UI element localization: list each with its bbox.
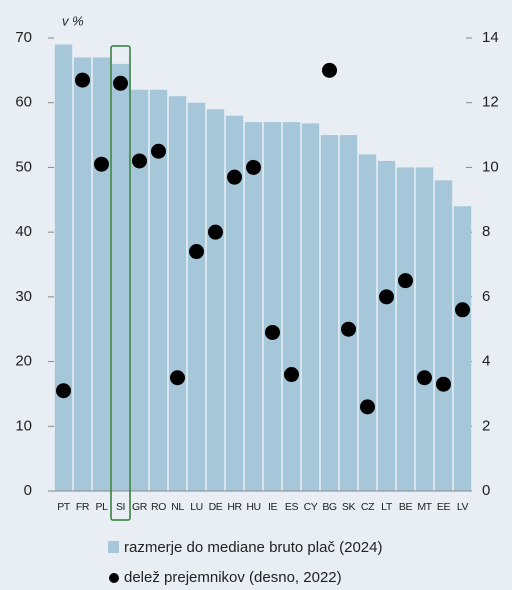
y-tick-label: 60 xyxy=(15,94,32,111)
dot xyxy=(246,159,261,175)
bar xyxy=(434,180,453,491)
dot xyxy=(379,289,394,305)
x-tick-label: RO xyxy=(151,501,166,513)
bar xyxy=(130,89,149,492)
bar xyxy=(301,123,320,492)
x-tick-label: CY xyxy=(304,501,318,513)
dot xyxy=(170,370,185,386)
bar xyxy=(73,57,92,492)
bar xyxy=(54,44,73,491)
bar xyxy=(320,135,339,492)
x-tick-label: MT xyxy=(417,501,432,513)
bar xyxy=(111,63,130,492)
x-tick-label: DE xyxy=(209,501,223,513)
bar xyxy=(396,167,415,491)
bar xyxy=(187,102,206,491)
y-tick-label: 50 xyxy=(15,158,32,175)
dot xyxy=(417,370,432,386)
bar xyxy=(339,135,358,492)
bar xyxy=(168,96,187,491)
legend-dot xyxy=(109,573,119,583)
y2-tick-label: 10 xyxy=(482,158,499,175)
x-tick-label: NL xyxy=(171,501,184,513)
dot xyxy=(398,273,413,289)
x-tick-label: HR xyxy=(227,501,242,513)
x-tick-label: LT xyxy=(381,501,393,513)
bar xyxy=(149,89,168,492)
dot xyxy=(436,376,451,392)
dot xyxy=(455,302,470,318)
dot xyxy=(189,244,204,260)
y-tick-label: 40 xyxy=(15,223,32,240)
x-tick-label: SI xyxy=(116,501,125,513)
legend-swatch xyxy=(108,541,119,553)
x-tick-label: LU xyxy=(190,501,203,513)
dot xyxy=(208,224,223,240)
bar xyxy=(377,160,396,491)
y2-tick-label: 2 xyxy=(482,417,490,434)
dot xyxy=(151,143,166,159)
x-tick-label: LV xyxy=(457,501,469,513)
x-tick-label: IE xyxy=(268,501,278,513)
dot xyxy=(227,169,242,185)
y-tick-label: 30 xyxy=(15,288,32,305)
dot xyxy=(94,156,109,172)
bar xyxy=(206,109,225,491)
x-tick-label: PT xyxy=(57,501,71,513)
y2-tick-label: 12 xyxy=(482,94,499,111)
bar xyxy=(453,206,472,491)
x-tick-label: CZ xyxy=(361,501,375,513)
dot xyxy=(113,75,128,91)
dot xyxy=(265,324,280,340)
dot xyxy=(360,399,375,415)
dot xyxy=(341,321,356,337)
dot xyxy=(56,383,71,399)
bar xyxy=(92,57,111,492)
x-tick-label: BE xyxy=(399,501,413,513)
bar xyxy=(263,122,282,491)
y2-tick-label: 4 xyxy=(482,353,490,370)
bar xyxy=(415,167,434,491)
dot xyxy=(284,367,299,383)
y2-tick-label: 8 xyxy=(482,223,490,240)
x-tick-label: FR xyxy=(76,501,90,513)
legend-label: razmerje do mediane bruto plač (2024) xyxy=(124,539,382,556)
bar xyxy=(282,122,301,491)
bar xyxy=(244,122,263,491)
dot xyxy=(132,153,147,169)
x-tick-label: BG xyxy=(322,501,337,513)
dot xyxy=(75,72,90,88)
legend-label: delež prejemnikov (desno, 2022) xyxy=(124,569,342,586)
x-tick-label: SK xyxy=(342,501,356,513)
x-tick-label: EE xyxy=(437,501,451,513)
y2-tick-label: 14 xyxy=(482,29,499,46)
y2-tick-label: 0 xyxy=(482,482,490,499)
y-axis-label: v % xyxy=(62,13,84,28)
x-tick-label: GR xyxy=(132,501,148,513)
highlight-box xyxy=(110,45,131,521)
y2-tick-label: 6 xyxy=(482,288,490,305)
bar xyxy=(358,154,377,491)
dot xyxy=(322,62,337,78)
bar xyxy=(225,115,244,492)
y-tick-label: 0 xyxy=(24,482,32,499)
x-tick-label: PL xyxy=(95,501,108,513)
x-tick-label: HU xyxy=(246,501,260,513)
x-tick-label: ES xyxy=(285,501,299,513)
y-tick-label: 20 xyxy=(15,353,32,370)
y-tick-label: 70 xyxy=(15,29,32,46)
y-tick-label: 10 xyxy=(15,417,32,434)
